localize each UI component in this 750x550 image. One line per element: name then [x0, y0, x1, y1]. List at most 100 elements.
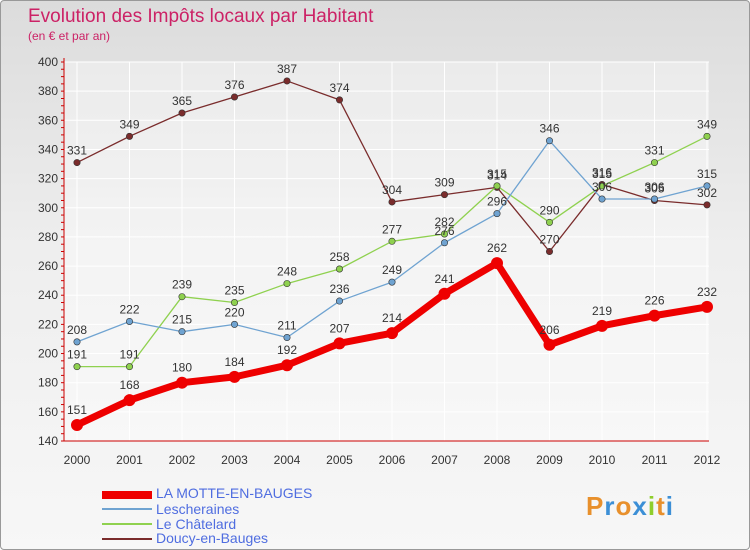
legend-label-chatelard: Le Châtelard	[156, 516, 237, 532]
data-point	[176, 376, 188, 389]
data-label: 306	[644, 180, 664, 194]
data-label: 331	[644, 144, 664, 158]
data-label: 290	[539, 203, 559, 217]
chart-title: Evolution des Impôts locaux par Habitant	[28, 6, 374, 27]
data-point	[126, 363, 134, 371]
x-tick-label: 2010	[589, 453, 616, 467]
data-point	[71, 418, 83, 431]
data-label: 365	[172, 94, 192, 108]
x-tick-label: 2006	[379, 453, 406, 467]
data-point	[703, 201, 711, 209]
data-point	[281, 359, 293, 372]
data-label: 191	[67, 348, 87, 362]
data-label: 282	[434, 215, 454, 229]
data-label: 262	[487, 241, 507, 255]
data-point	[126, 317, 134, 325]
data-point	[440, 230, 448, 238]
data-point	[228, 370, 241, 383]
data-label: 346	[539, 122, 559, 136]
data-point	[650, 159, 658, 167]
data-point	[648, 309, 661, 322]
data-label: 296	[487, 195, 507, 209]
data-label: 258	[329, 250, 349, 264]
y-tick-label: 220	[38, 317, 58, 331]
data-label: 387	[277, 62, 297, 76]
x-tick-label: 2004	[274, 453, 301, 467]
data-point	[491, 257, 503, 270]
data-point	[598, 182, 606, 190]
data-label: 315	[697, 167, 717, 181]
data-point	[231, 299, 239, 307]
data-label: 191	[119, 348, 139, 362]
x-tick-label: 2003	[221, 453, 248, 467]
x-tick-label: 2002	[169, 453, 196, 467]
data-point	[440, 191, 448, 199]
data-point	[440, 239, 448, 247]
data-label: 192	[277, 343, 297, 357]
legend-swatch-doucy	[102, 538, 152, 540]
data-point	[335, 265, 343, 273]
x-tick-label: 2012	[694, 453, 721, 467]
x-tick-label: 2001	[116, 453, 143, 467]
data-label: 232	[697, 285, 717, 299]
data-label: 207	[329, 321, 349, 335]
legend-label-motte: LA MOTTE-EN-BAUGES	[156, 485, 313, 501]
data-label: 331	[67, 144, 87, 158]
data-label: 236	[329, 282, 349, 296]
data-point	[178, 109, 186, 117]
data-point	[231, 320, 239, 328]
y-tick-label: 280	[38, 230, 58, 244]
data-point	[178, 293, 186, 301]
data-label: 222	[119, 302, 139, 316]
data-label: 302	[697, 186, 717, 200]
data-label: 349	[119, 117, 139, 131]
x-tick-label: 2005	[326, 453, 353, 467]
data-point	[650, 195, 658, 203]
legend-swatch-motte	[102, 491, 152, 499]
data-point	[386, 327, 398, 340]
x-tick-label: 2008	[484, 453, 511, 467]
data-point	[701, 300, 713, 313]
y-tick-label: 380	[38, 84, 58, 98]
legend-swatch-chatelard	[102, 523, 152, 525]
data-label: 276	[434, 224, 454, 238]
data-label: 305	[644, 181, 664, 195]
data-point	[178, 328, 186, 336]
data-label: 220	[224, 305, 244, 319]
data-point	[596, 319, 608, 332]
data-label: 241	[434, 272, 454, 286]
y-tick-label: 360	[38, 113, 58, 127]
data-label: 214	[382, 311, 402, 325]
data-point	[73, 363, 81, 371]
data-point	[545, 137, 553, 145]
data-label: 316	[592, 165, 612, 179]
data-label: 376	[224, 78, 244, 92]
data-label: 180	[172, 361, 192, 375]
y-tick-label: 320	[38, 172, 58, 186]
plot-area	[64, 62, 709, 441]
y-tick-label: 260	[38, 259, 58, 273]
x-tick-label: 2009	[536, 453, 563, 467]
y-tick-label: 140	[38, 434, 58, 448]
data-point	[388, 237, 396, 245]
chart-subtitle: (en € et par an)	[28, 29, 111, 43]
data-label: 226	[644, 294, 664, 308]
x-tick-label: 2000	[64, 453, 91, 467]
data-point	[283, 77, 291, 85]
y-tick-label: 180	[38, 376, 58, 390]
data-point	[123, 394, 136, 407]
y-tick-label: 160	[38, 405, 58, 419]
data-point	[438, 287, 451, 300]
data-label: 184	[224, 355, 244, 369]
x-tick-label: 2011	[642, 453, 668, 467]
legend-label-doucy: Doucy-en-Bauges	[156, 530, 269, 546]
x-tick-label: 2007	[431, 453, 458, 467]
y-tick-label: 200	[38, 347, 58, 361]
data-point	[598, 195, 606, 203]
data-label: 315	[592, 167, 612, 181]
data-point	[493, 182, 501, 190]
data-label: 208	[67, 323, 87, 337]
proxiti-logo: Proxiti	[586, 491, 674, 521]
